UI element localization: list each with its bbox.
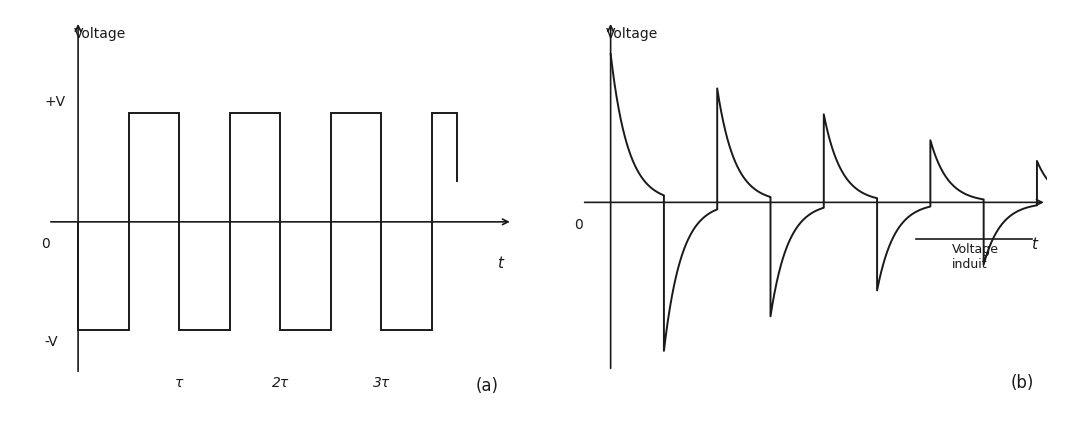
Text: t: t (1031, 237, 1037, 252)
Text: 0: 0 (42, 237, 50, 251)
Text: 2τ: 2τ (271, 376, 288, 390)
Text: 3τ: 3τ (373, 376, 390, 390)
Text: Voltage: Voltage (606, 27, 658, 41)
Text: Voltage
induit: Voltage induit (952, 243, 999, 271)
Text: (a): (a) (476, 377, 499, 395)
Text: t: t (497, 256, 503, 271)
Text: 0: 0 (574, 218, 582, 232)
Text: (b): (b) (1010, 374, 1034, 392)
Text: τ: τ (175, 376, 184, 390)
Text: -V: -V (45, 335, 59, 349)
Text: +V: +V (45, 95, 66, 109)
Text: Voltage: Voltage (74, 27, 126, 41)
